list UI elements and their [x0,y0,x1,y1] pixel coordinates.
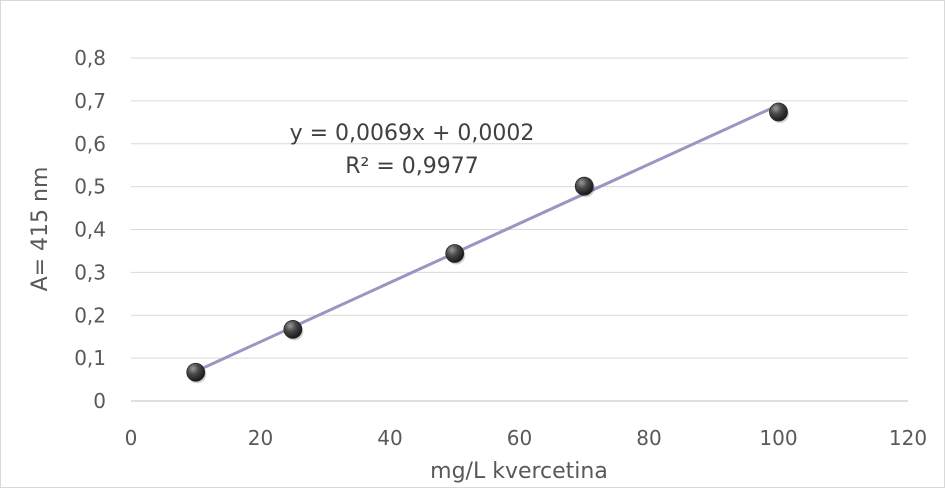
y-axis-title: A= 415 nm [28,167,53,292]
x-tick-label: 0 [125,426,138,450]
y-tick-label: 0,7 [74,89,106,113]
data-point [186,362,206,382]
trendline-equation: y = 0,0069x + 0,0002 [290,121,535,146]
x-tick-label: 80 [636,426,661,450]
x-tick-label: 100 [759,426,797,450]
data-point [574,176,594,196]
data-point [283,319,303,339]
y-tick-label: 0,5 [74,175,106,199]
y-tick-label: 0,1 [74,346,106,370]
y-tick-label: 0,8 [74,46,106,70]
gridlines [131,57,908,359]
y-tick-label: 0 [93,389,106,413]
x-tick-label: 20 [248,426,273,450]
x-tick-label: 60 [507,426,532,450]
y-tick-label: 0,2 [74,303,106,327]
x-tick-label: 40 [377,426,402,450]
data-points [186,102,789,384]
data-point [769,102,788,122]
r-squared-label: R² = 0,9977 [345,154,479,179]
y-tick-label: 0,4 [74,218,106,242]
tick-labels: 0 0,1 0,2 0,3 0,4 0,5 0,6 0,7 0,8 0 20 40 60 80 100 120 [74,46,927,450]
x-axis-title: mg/L kvercetina [430,459,608,484]
y-tick-label: 0,6 [74,132,106,156]
y-tick-label: 0,3 [74,260,106,284]
data-point [445,244,465,263]
x-tick-label: 120 [889,426,927,450]
